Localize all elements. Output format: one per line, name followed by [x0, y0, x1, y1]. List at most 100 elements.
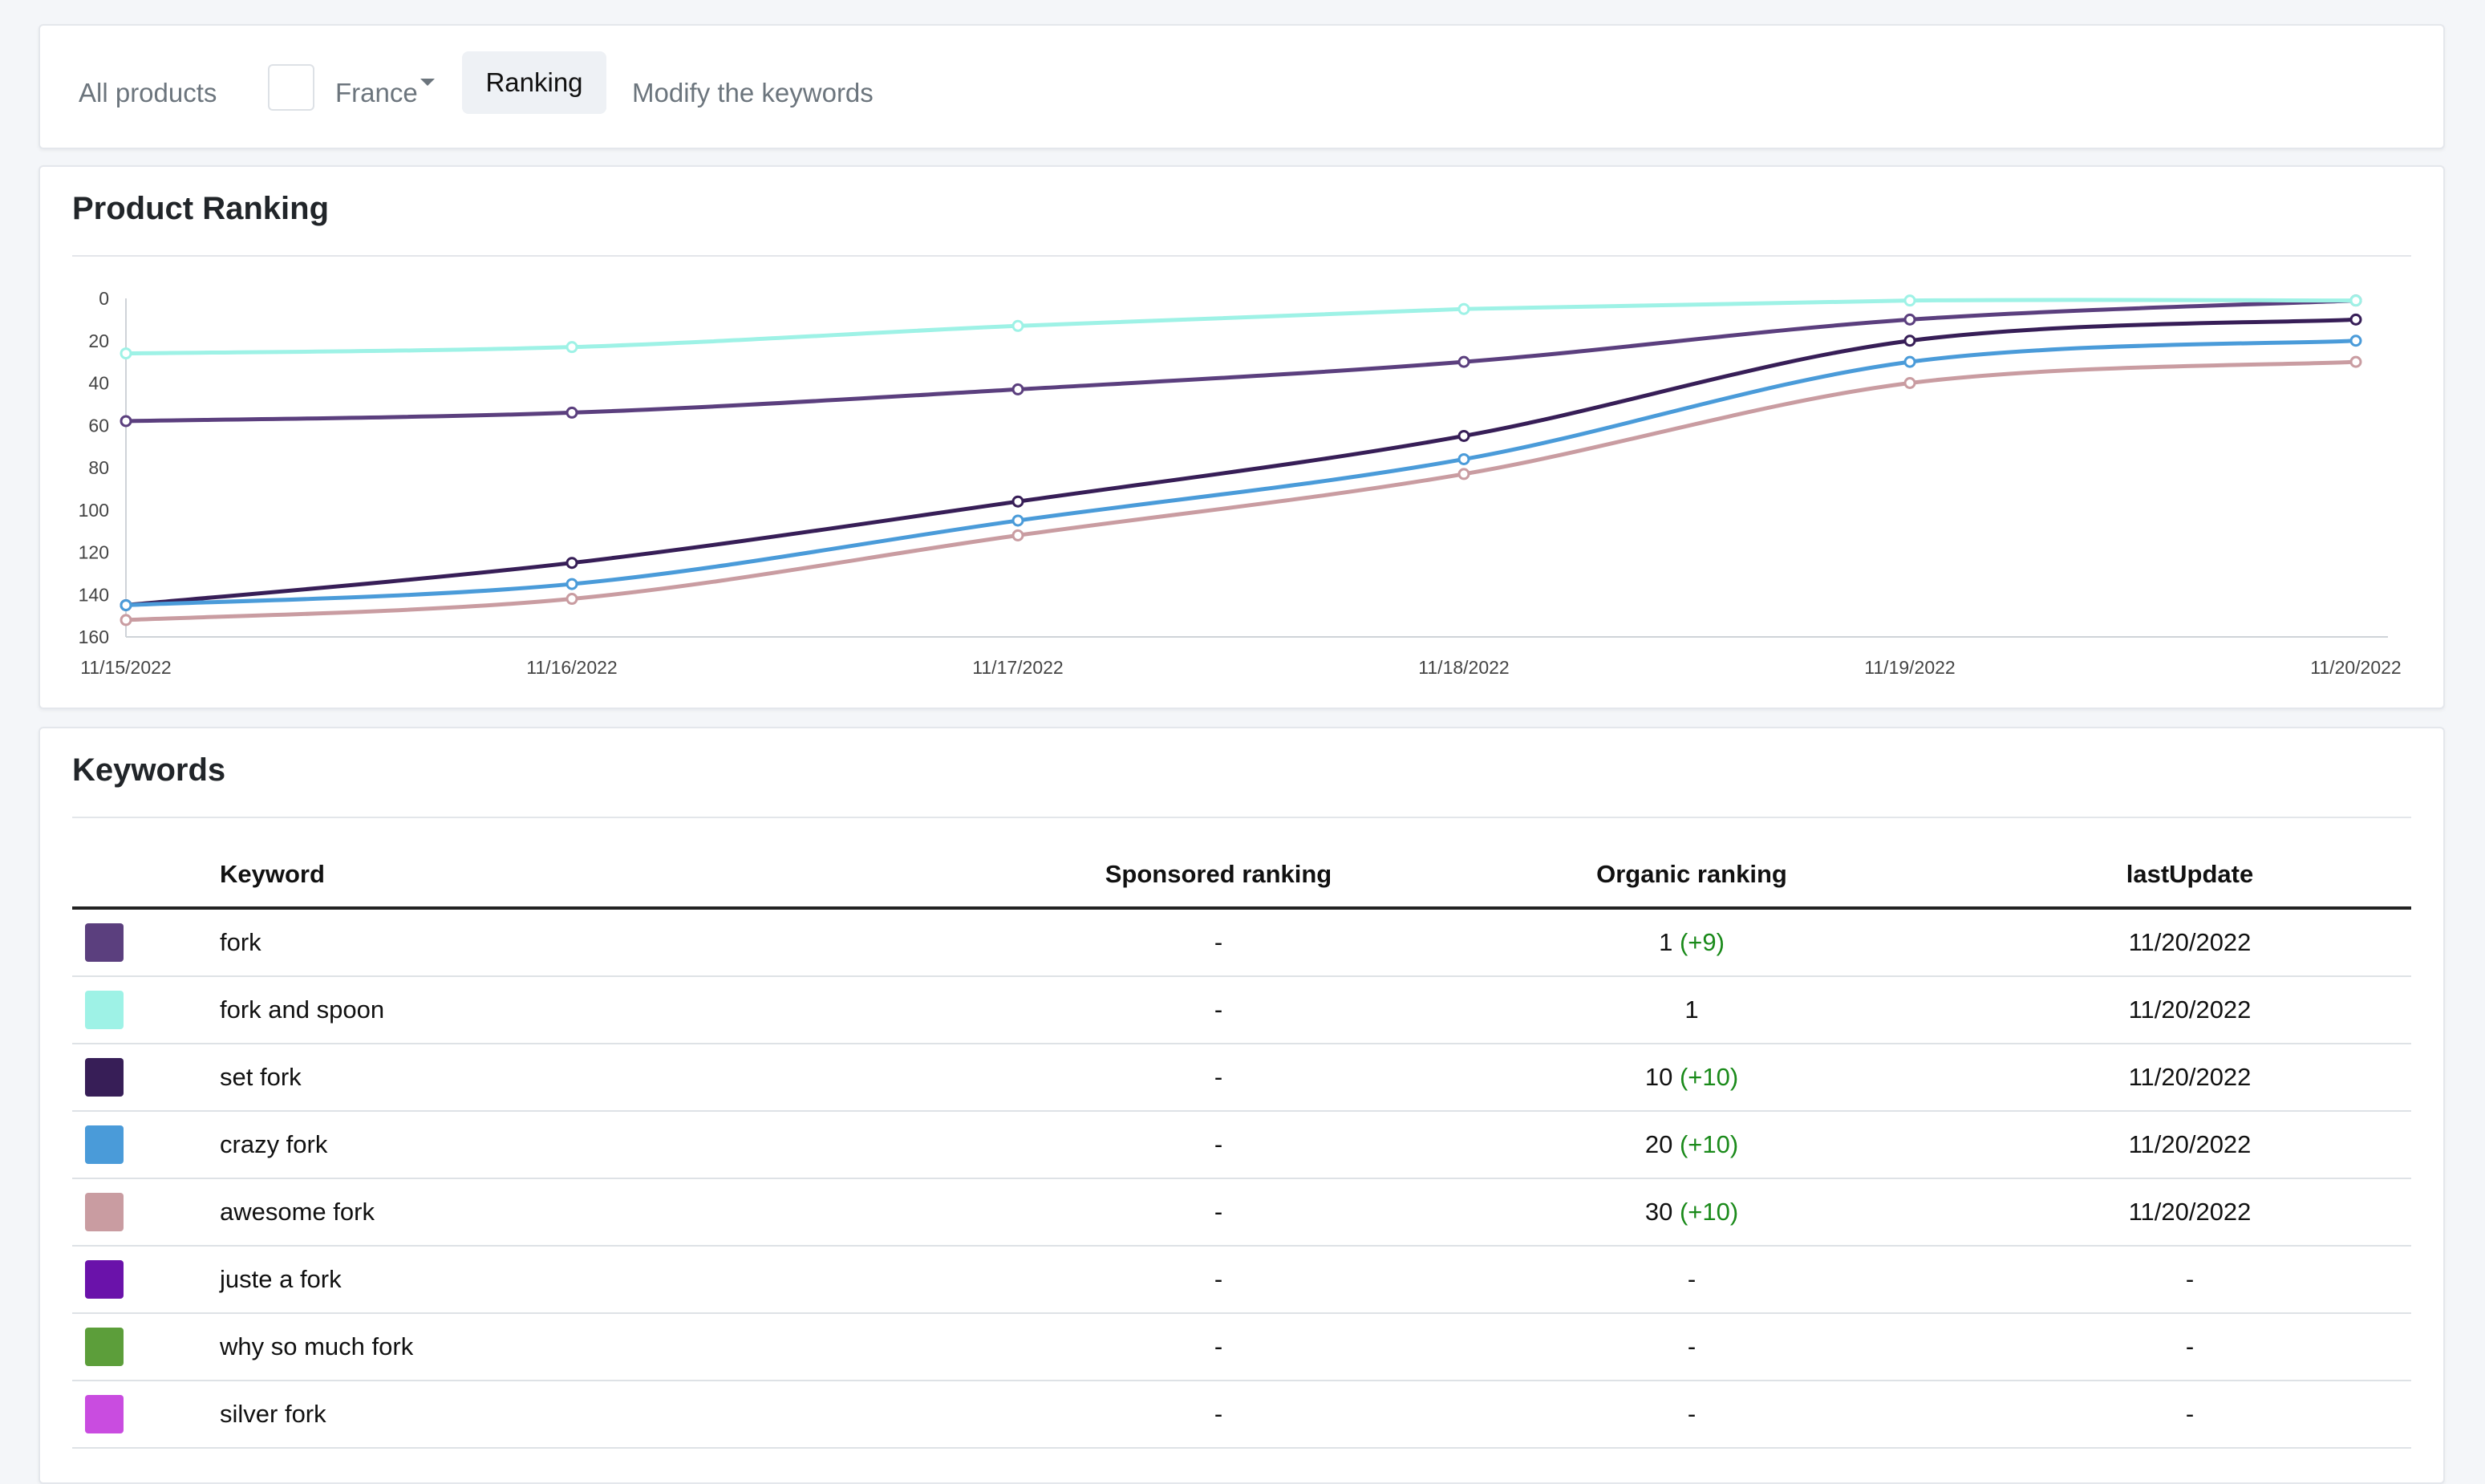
data-point[interactable]: [120, 415, 132, 428]
data-point[interactable]: [566, 578, 578, 590]
y-tick-label: 0: [99, 288, 109, 309]
keyword-color-swatch: [85, 1395, 124, 1433]
keyword-column-header[interactable]: Keyword: [188, 842, 1022, 910]
last-update-cell: -: [1968, 1313, 2411, 1381]
ranking-line-chart: 0 20 40 60 80 100 120 140 160 11/15/2022 11/16/202…: [79, 288, 2402, 678]
organic-column-header[interactable]: Organic ranking: [1415, 842, 1968, 910]
organic-rank-value: 20: [1644, 1130, 1673, 1158]
last-update-cell: -: [1968, 1246, 2411, 1314]
chart-title: Product Ranking: [72, 191, 330, 226]
all-products-link[interactable]: All products: [79, 78, 217, 107]
y-tick-label: 140: [79, 584, 109, 605]
sponsored-column-header[interactable]: Sponsored ranking: [1022, 842, 1415, 910]
data-point[interactable]: [1903, 355, 1916, 368]
table-header-row: Keyword Sponsored ranking Organic rankin…: [72, 842, 2411, 910]
keyword-color-swatch: [85, 923, 124, 962]
keywords-divider: [72, 817, 2411, 818]
keywords-title: Keywords: [72, 752, 226, 788]
x-tick-label: 11/16/2022: [526, 657, 617, 678]
x-tick-label: 11/20/2022: [2310, 657, 2401, 678]
organic-ranking-cell: -: [1415, 1313, 1968, 1381]
data-point[interactable]: [2349, 313, 2362, 326]
table-row: set fork -10 (+10) 11/20/2022: [72, 1044, 2411, 1112]
data-point[interactable]: [1011, 319, 1024, 332]
data-point[interactable]: [2349, 335, 2362, 347]
organic-rank-value: 1: [1659, 928, 1673, 956]
sponsored-ranking-cell: -: [1022, 1313, 1415, 1381]
data-point[interactable]: [1011, 514, 1024, 527]
keyword-cell: fork and spoon: [188, 976, 1022, 1044]
keyword-color-swatch: [85, 1328, 124, 1366]
last-update-column-header[interactable]: lastUpdate: [1968, 842, 2411, 910]
data-point[interactable]: [1011, 383, 1024, 395]
data-point[interactable]: [120, 347, 132, 360]
data-point[interactable]: [120, 598, 132, 611]
color-cell: [72, 908, 188, 977]
keyword-color-swatch: [85, 1125, 124, 1164]
x-tick-label: 11/17/2022: [972, 657, 1063, 678]
data-point[interactable]: [2349, 294, 2362, 307]
color-cell: [72, 1381, 188, 1449]
modify-keywords-link[interactable]: Modify the keywords: [632, 78, 874, 107]
data-point[interactable]: [1457, 355, 1470, 368]
x-tick-label: 11/15/2022: [80, 657, 171, 678]
data-point[interactable]: [1011, 495, 1024, 508]
keyword-color-swatch: [85, 1058, 124, 1097]
data-point[interactable]: [1457, 452, 1470, 465]
keyword-cell: set fork: [188, 1044, 1022, 1112]
select-checkbox[interactable]: [268, 64, 314, 111]
organic-ranking-cell: -: [1415, 1246, 1968, 1314]
organic-rank-value: 30: [1644, 1198, 1673, 1226]
series-line-4: [125, 359, 2357, 622]
keyword-color-swatch: [85, 1260, 124, 1299]
organic-ranking-cell: 1: [1415, 976, 1968, 1044]
data-point[interactable]: [2349, 355, 2362, 368]
sponsored-ranking-cell: -: [1022, 1246, 1415, 1314]
data-point[interactable]: [1903, 294, 1916, 307]
data-point[interactable]: [1457, 429, 1470, 442]
data-point[interactable]: [1011, 529, 1024, 541]
data-point[interactable]: [1457, 468, 1470, 480]
y-tick-label: 80: [88, 457, 109, 478]
table-row: fork and spoon - 1 11/20/2022: [72, 976, 2411, 1044]
keyword-cell: awesome fork: [188, 1178, 1022, 1247]
color-column-header: [72, 842, 188, 910]
data-point[interactable]: [566, 557, 578, 570]
tab-ranking[interactable]: Ranking: [462, 51, 606, 114]
data-point[interactable]: [120, 614, 132, 626]
data-point[interactable]: [566, 341, 578, 354]
x-tick-label: 11/18/2022: [1418, 657, 1509, 678]
last-update-cell: 11/20/2022: [1968, 1044, 2411, 1112]
country-dropdown[interactable]: France: [335, 78, 418, 107]
keyword-cell: silver fork: [188, 1381, 1022, 1449]
table-row: why so much fork - - -: [72, 1313, 2411, 1381]
organic-ranking-cell: 30 (+10): [1415, 1178, 1968, 1247]
data-point[interactable]: [1457, 302, 1470, 315]
chevron-down-icon: [420, 79, 435, 86]
y-tick-label: 20: [88, 330, 109, 351]
keyword-cell: why so much fork: [188, 1313, 1022, 1381]
rank-delta: (+10): [1679, 1063, 1739, 1091]
keyword-cell: crazy fork: [188, 1111, 1022, 1179]
keyword-color-swatch: [85, 991, 124, 1029]
data-point[interactable]: [1903, 335, 1916, 347]
data-point[interactable]: [1903, 313, 1916, 326]
data-point[interactable]: [566, 593, 578, 606]
y-tick-label: 60: [88, 415, 109, 436]
sponsored-ranking-cell: -: [1022, 1044, 1415, 1112]
table-row: awesome fork -30 (+10) 11/20/2022: [72, 1178, 2411, 1247]
data-point[interactable]: [566, 406, 578, 419]
sponsored-ranking-cell: -: [1022, 908, 1415, 977]
sponsored-ranking-cell: -: [1022, 976, 1415, 1044]
organic-ranking-cell: 20 (+10): [1415, 1111, 1968, 1179]
rank-delta: (+10): [1679, 1198, 1739, 1226]
keyword-cell: juste a fork: [188, 1246, 1022, 1314]
y-tick-label: 100: [79, 500, 109, 521]
color-cell: [72, 976, 188, 1044]
product-ranking-card: Product Ranking 0 20 40 60 80 100 120 140 160 11/…: [39, 165, 2445, 709]
table-row: silver fork - - -: [72, 1381, 2411, 1449]
y-tick-label: 160: [79, 626, 109, 647]
data-point[interactable]: [1903, 377, 1916, 389]
last-update-cell: 11/20/2022: [1968, 908, 2411, 977]
organic-rank-value: 1: [1684, 995, 1699, 1024]
